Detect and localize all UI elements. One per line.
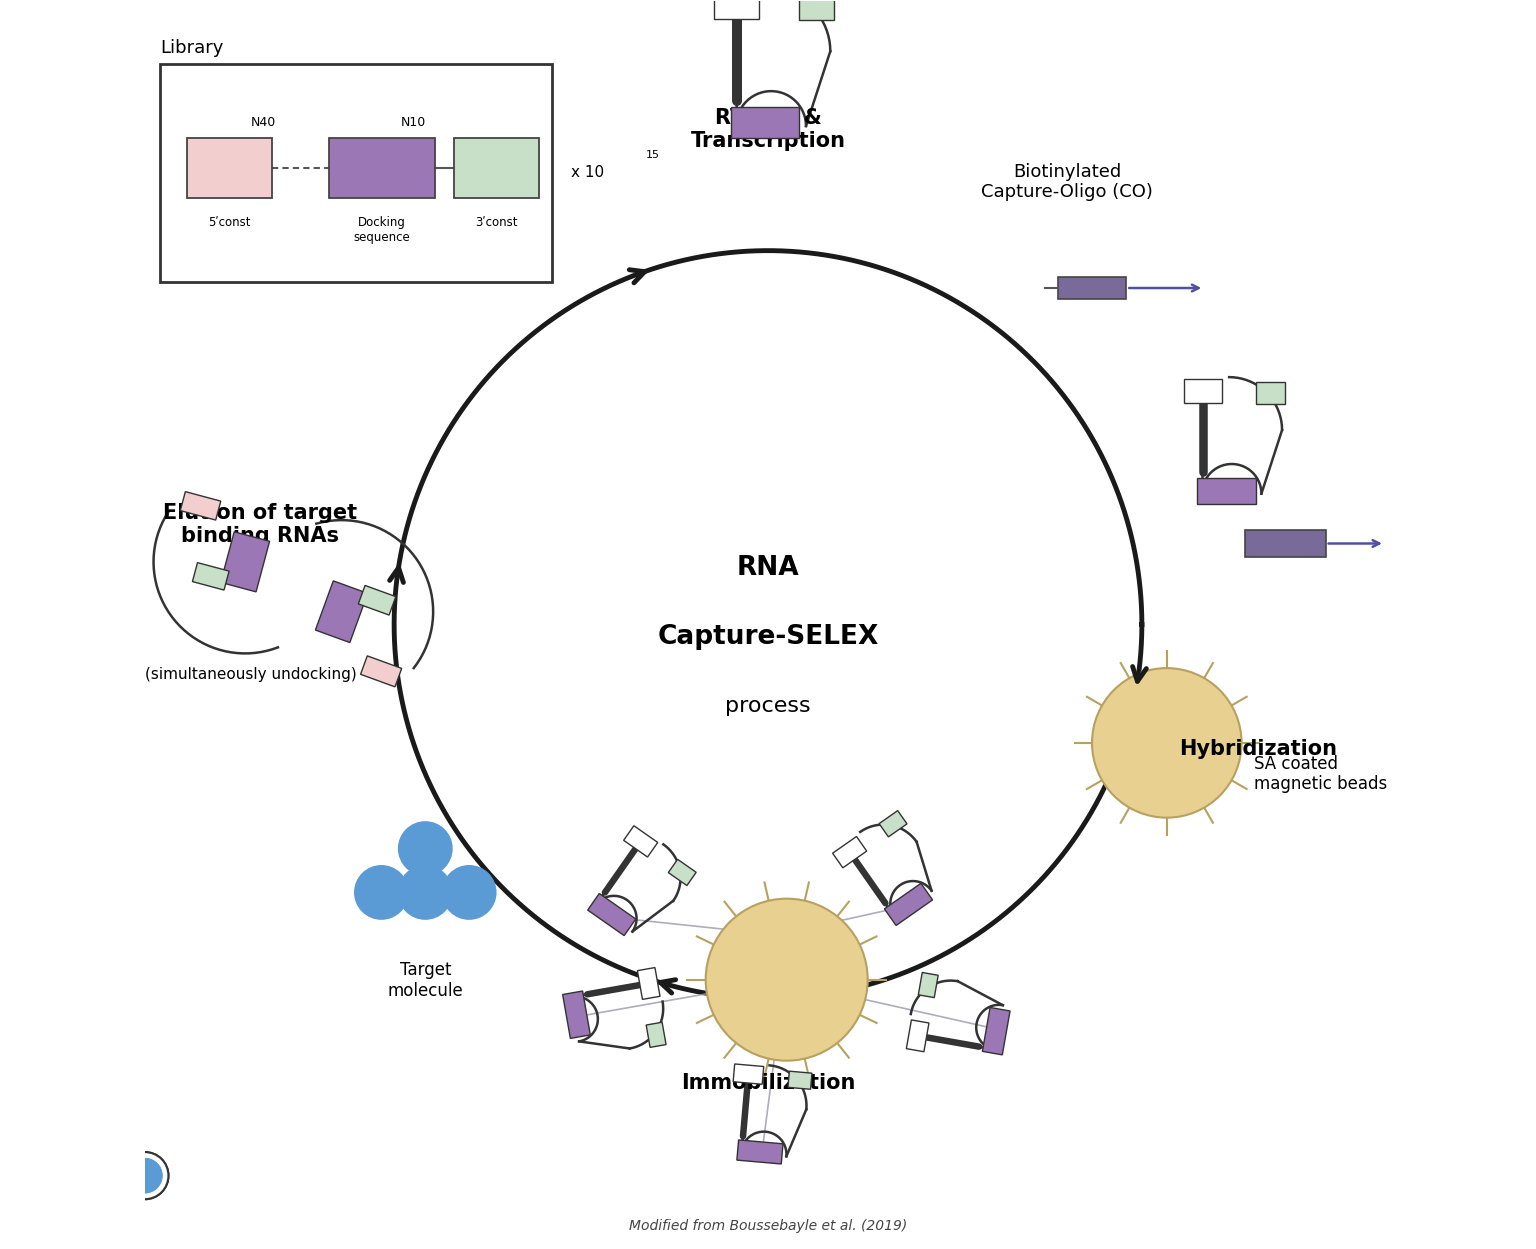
Text: Biotinylated
Capture-Oligo (CO): Biotinylated Capture-Oligo (CO) — [982, 162, 1154, 201]
FancyBboxPatch shape — [361, 656, 402, 687]
FancyBboxPatch shape — [1244, 530, 1326, 557]
FancyBboxPatch shape — [788, 1072, 813, 1089]
Circle shape — [398, 821, 453, 876]
Circle shape — [127, 1159, 161, 1193]
Text: Capture-SELEX: Capture-SELEX — [657, 624, 879, 649]
FancyBboxPatch shape — [192, 562, 229, 590]
Circle shape — [442, 866, 496, 919]
FancyBboxPatch shape — [714, 0, 759, 19]
FancyBboxPatch shape — [906, 1020, 929, 1052]
FancyBboxPatch shape — [919, 973, 938, 998]
Text: Modified from Boussebayle et al. (2019): Modified from Boussebayle et al. (2019) — [628, 1219, 908, 1233]
Circle shape — [121, 1152, 169, 1199]
FancyBboxPatch shape — [221, 532, 270, 592]
FancyBboxPatch shape — [833, 837, 866, 868]
Text: N40: N40 — [250, 115, 276, 129]
FancyBboxPatch shape — [668, 859, 696, 886]
Text: Library: Library — [160, 40, 223, 57]
FancyBboxPatch shape — [885, 883, 932, 926]
Text: N10: N10 — [401, 115, 425, 129]
FancyBboxPatch shape — [1058, 277, 1126, 300]
FancyBboxPatch shape — [733, 1064, 763, 1084]
Text: Target
molecule: Target molecule — [387, 960, 464, 999]
Text: Hybridization: Hybridization — [1180, 739, 1338, 759]
Circle shape — [1092, 668, 1241, 818]
Text: Immobilization: Immobilization — [680, 1073, 856, 1093]
Text: (simultaneously undocking): (simultaneously undocking) — [144, 667, 356, 682]
FancyBboxPatch shape — [180, 492, 221, 520]
FancyBboxPatch shape — [637, 968, 660, 999]
Text: RNA: RNA — [737, 556, 799, 582]
FancyBboxPatch shape — [983, 1008, 1011, 1055]
Text: Elution of target
binding RNAs: Elution of target binding RNAs — [163, 503, 356, 546]
Circle shape — [705, 899, 868, 1060]
Text: 15: 15 — [645, 150, 660, 160]
FancyBboxPatch shape — [588, 893, 636, 936]
FancyBboxPatch shape — [329, 139, 435, 199]
FancyBboxPatch shape — [358, 586, 396, 615]
Text: process: process — [725, 696, 811, 716]
FancyBboxPatch shape — [160, 64, 553, 282]
FancyBboxPatch shape — [624, 826, 657, 857]
FancyBboxPatch shape — [647, 1022, 667, 1048]
FancyBboxPatch shape — [455, 139, 539, 199]
FancyBboxPatch shape — [1198, 478, 1255, 505]
FancyBboxPatch shape — [562, 990, 590, 1038]
Circle shape — [121, 1152, 169, 1199]
Text: 5ʹconst: 5ʹconst — [209, 216, 250, 229]
Circle shape — [398, 866, 453, 919]
Text: x 10: x 10 — [571, 165, 604, 180]
FancyBboxPatch shape — [187, 139, 272, 199]
FancyBboxPatch shape — [737, 1140, 783, 1164]
FancyBboxPatch shape — [1255, 382, 1286, 403]
FancyBboxPatch shape — [1184, 380, 1221, 402]
Text: RT-PCR &
Transcription: RT-PCR & Transcription — [691, 107, 845, 151]
Text: SA coated
magnetic beads: SA coated magnetic beads — [1253, 754, 1387, 793]
Text: 3ʹconst: 3ʹconst — [475, 216, 518, 229]
FancyBboxPatch shape — [731, 107, 799, 139]
Text: Docking
sequence: Docking sequence — [353, 216, 410, 244]
Circle shape — [127, 1159, 161, 1193]
FancyBboxPatch shape — [799, 0, 834, 20]
Circle shape — [353, 866, 409, 919]
FancyBboxPatch shape — [315, 581, 367, 642]
FancyBboxPatch shape — [879, 811, 906, 837]
